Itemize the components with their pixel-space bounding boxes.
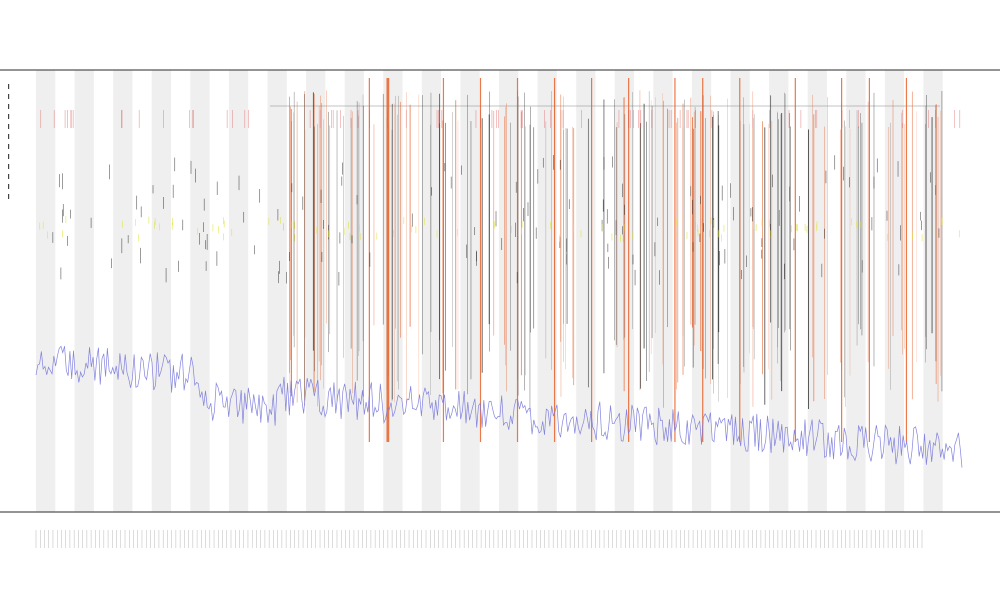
band-22 (884, 70, 905, 512)
legend-marker-5 (8, 134, 10, 139)
band-13 (537, 70, 557, 512)
legend-marker-2 (8, 104, 10, 109)
band-4 (190, 70, 210, 512)
band-16 (653, 70, 673, 512)
legend-marker-1 (8, 94, 10, 99)
band-2 (113, 70, 133, 512)
legend-marker-10 (8, 184, 10, 189)
band-20 (807, 70, 827, 512)
band-3 (151, 70, 172, 512)
plot-area (0, 69, 1000, 548)
band-8 (344, 70, 364, 512)
band-1 (74, 70, 94, 512)
baseline-series (35, 345, 963, 468)
legend-marker-7 (8, 154, 10, 159)
legend-marker-4 (8, 124, 10, 129)
legend-marker-3 (8, 114, 10, 119)
legend-marker-6 (8, 144, 10, 149)
band-5 (228, 70, 249, 512)
legend-marker-11 (8, 194, 10, 199)
band-12 (499, 70, 519, 512)
legend-marker-8 (8, 164, 10, 169)
band-11 (460, 70, 480, 512)
band-21 (846, 70, 866, 512)
band-9 (383, 70, 403, 512)
legend-marker-0 (8, 84, 10, 89)
band-14 (576, 70, 596, 512)
legend-marker-9 (8, 174, 10, 179)
band-0 (36, 70, 56, 512)
band-7 (306, 70, 326, 512)
band-17 (691, 70, 712, 512)
band-10 (421, 70, 442, 512)
band-6 (267, 70, 287, 512)
